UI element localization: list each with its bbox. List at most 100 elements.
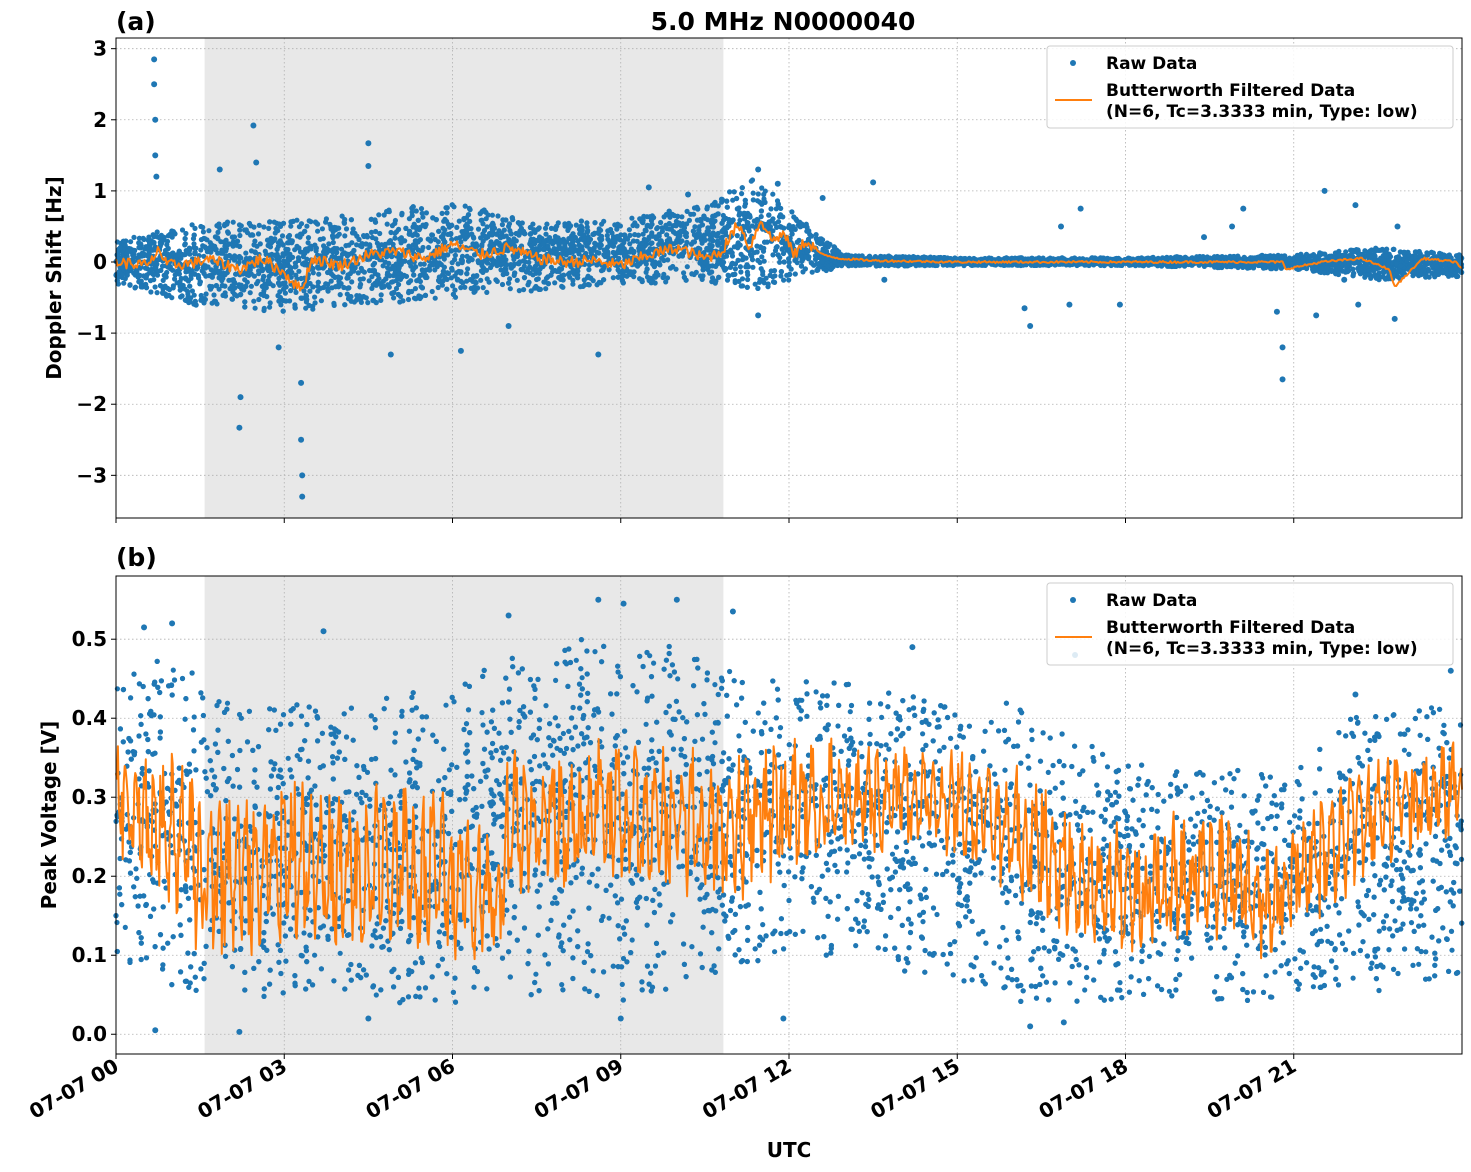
- raw-data-point: [238, 282, 244, 288]
- raw-data-point: [444, 210, 450, 216]
- raw-data-point: [170, 285, 176, 291]
- raw-data-point: [417, 261, 424, 267]
- raw-data-point: [326, 241, 332, 247]
- raw-data-point: [442, 227, 448, 233]
- raw-data-point: [169, 295, 175, 301]
- raw-data-point: [761, 191, 767, 198]
- raw-data-point: [376, 212, 382, 218]
- raw-data-point: [355, 270, 361, 276]
- raw-data-point: [419, 210, 425, 216]
- raw-data-point: [540, 241, 547, 247]
- raw-data-point: [345, 275, 351, 281]
- raw-data-point: [684, 208, 690, 214]
- raw-data-point: [567, 274, 573, 280]
- raw-data-point: [499, 281, 506, 288]
- raw-data-point: [664, 275, 671, 281]
- raw-data-point: [742, 203, 748, 209]
- raw-data-point: [366, 267, 373, 274]
- raw-data-point: [432, 267, 438, 273]
- raw-data-point: [721, 254, 727, 260]
- raw-data-point: [319, 226, 325, 232]
- raw-data-point: [755, 191, 761, 197]
- raw-data-point: [479, 217, 485, 223]
- raw-data-point: [456, 218, 462, 224]
- raw-data-point: [575, 268, 581, 274]
- raw-data-point: [1268, 266, 1274, 272]
- raw-data-point: [396, 281, 402, 288]
- raw-data-point: [191, 241, 197, 247]
- raw-data-point: [304, 223, 310, 229]
- raw-data-point: [254, 281, 260, 287]
- raw-data-point: [360, 276, 366, 282]
- raw-data-point: [256, 296, 262, 303]
- raw-data-point: [392, 230, 398, 236]
- raw-data-point: [296, 268, 302, 274]
- raw-data-point: [212, 298, 219, 304]
- raw-data-point: [697, 273, 704, 279]
- raw-data-point: [507, 276, 513, 282]
- raw-data-point: [750, 264, 756, 270]
- raw-data-point: [770, 191, 776, 197]
- raw-data-point: [219, 247, 225, 253]
- raw-data-point: [745, 276, 751, 283]
- raw-data-point: [237, 227, 243, 233]
- raw-data-point: [758, 214, 764, 220]
- raw-data-point: [739, 191, 745, 197]
- raw-data-point: [800, 269, 806, 275]
- raw-data-point: [570, 269, 576, 275]
- raw-data-point: [426, 244, 432, 251]
- raw-data-point: [480, 285, 486, 291]
- raw-data-point: [548, 225, 555, 231]
- raw-data-point: [643, 261, 649, 267]
- raw-data-point: [507, 286, 513, 292]
- raw-data-point: [679, 214, 685, 220]
- raw-data-point: [448, 275, 454, 281]
- raw-data-point: [206, 228, 212, 234]
- raw-data-point: [457, 235, 463, 241]
- raw-data-point: [738, 269, 744, 275]
- raw-data-point: [392, 235, 398, 241]
- raw-data-point: [267, 304, 273, 310]
- raw-data-point: [439, 210, 445, 216]
- raw-data-point: [772, 279, 778, 285]
- raw-data-point: [342, 233, 348, 239]
- raw-data-point: [366, 278, 372, 284]
- raw-data-point: [792, 271, 798, 277]
- raw-data-point: [121, 280, 127, 286]
- raw-data-point: [709, 269, 715, 275]
- raw-data-point: [780, 250, 787, 257]
- raw-data-point: [323, 216, 329, 222]
- raw-data-point: [178, 294, 184, 300]
- raw-data-point: [573, 222, 579, 228]
- raw-data-point: [330, 239, 336, 246]
- raw-data-point: [765, 281, 771, 287]
- raw-data-point: [450, 283, 456, 289]
- raw-data-point: [392, 220, 398, 226]
- raw-data-point: [211, 292, 217, 298]
- raw-data-point: [222, 290, 228, 296]
- raw-data-point: [516, 288, 522, 294]
- raw-data-point: [315, 288, 321, 294]
- raw-data-point: [441, 218, 447, 224]
- raw-data-point: [128, 239, 134, 245]
- raw-data-point: [120, 238, 127, 244]
- raw-data-point: [691, 211, 697, 217]
- raw-data-point: [349, 279, 355, 285]
- raw-data-point: [481, 207, 487, 213]
- raw-data-point: [165, 285, 171, 291]
- raw-data-point: [759, 254, 765, 260]
- raw-data-point: [281, 258, 287, 264]
- raw-data-point: [154, 229, 160, 235]
- raw-data-point: [131, 254, 137, 260]
- raw-data-point: [699, 222, 706, 228]
- raw-data-point: [259, 283, 265, 289]
- raw-data-point: [495, 213, 501, 219]
- raw-data-point: [475, 226, 482, 232]
- raw-data-point: [781, 277, 787, 283]
- raw-data-point: [354, 242, 360, 248]
- raw-data-point: [328, 278, 334, 284]
- raw-data-point: [186, 266, 192, 272]
- raw-data-point: [581, 277, 587, 283]
- raw-data-point: [390, 279, 396, 285]
- raw-data-point: [393, 285, 400, 292]
